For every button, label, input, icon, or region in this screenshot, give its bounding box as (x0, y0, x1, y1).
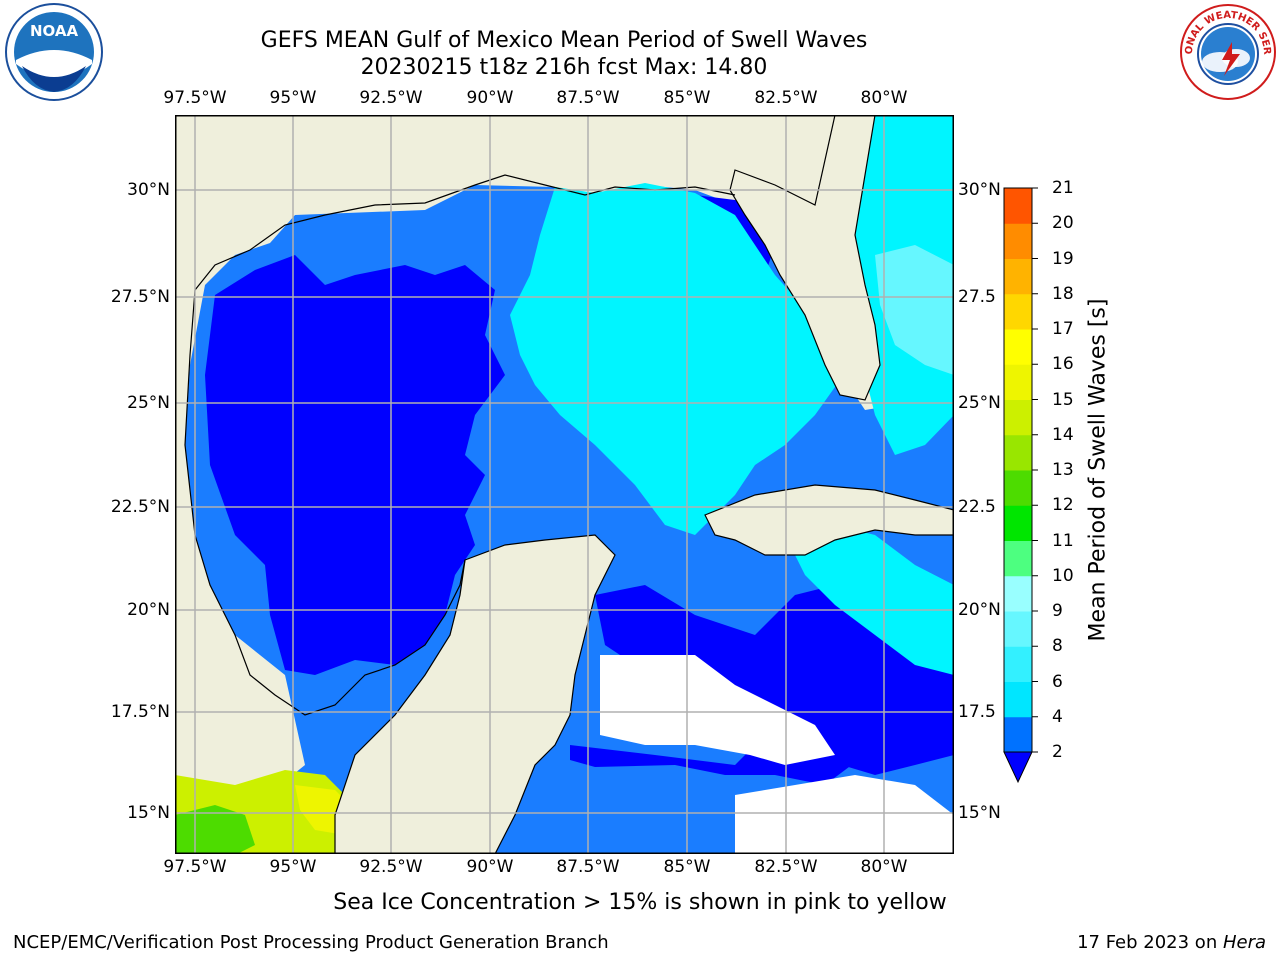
noaa-logo: NOAA (4, 2, 104, 102)
lon-tick-bottom: 82.5°W (754, 857, 818, 877)
lon-tick-top: 80°W (860, 88, 908, 108)
colorbar-tick: 12 (1052, 495, 1074, 516)
colorbar-segment (1004, 470, 1032, 506)
colorbar-segment (1004, 434, 1032, 471)
lat-tick-right: 27.5 (958, 287, 996, 307)
caribbean-water-cyan (785, 525, 954, 675)
colorbar-segment (1004, 188, 1032, 224)
colorbar-tick: 21 (1052, 178, 1074, 198)
no-data-patch-south (735, 775, 954, 854)
lon-tick-top: 90°W (466, 88, 514, 108)
colorbar-tick: 14 (1052, 424, 1074, 445)
lat-tick-right: 20°N (958, 600, 1001, 620)
map-svg (175, 115, 954, 854)
no-data-patch-caribbean (600, 655, 835, 765)
gulf-water-cyan-east (510, 183, 840, 535)
colorbar-under-arrow (1003, 751, 1033, 784)
lon-tick-bottom: 85°W (663, 857, 711, 877)
lat-tick-right: 25°N (958, 393, 1001, 413)
colorbar-tick: 2 (1052, 742, 1063, 762)
lat-tick-left: 17.5°N (110, 702, 170, 722)
sea-ice-note: Sea Ice Concentration > 15% is shown in … (333, 890, 947, 915)
colorbar-segment (1004, 293, 1032, 330)
lat-tick-left: 22.5°N (110, 497, 170, 517)
lat-tick-left: 30°N (127, 180, 170, 200)
lon-tick-top: 85°W (663, 88, 711, 108)
footer-host: Hera (1222, 932, 1266, 953)
colorbar-segment (1004, 681, 1032, 718)
colorbar-tick: 11 (1052, 530, 1074, 551)
lon-tick-bottom: 95°W (269, 857, 317, 877)
lat-tick-left: 15°N (127, 803, 170, 823)
colorbar-segment (1004, 611, 1032, 647)
footer-date: 17 Feb 2023 on Hera (1077, 932, 1266, 953)
colorbar-tick: 6 (1052, 671, 1063, 692)
colorbar-tick: 15 (1052, 389, 1074, 410)
colorbar-segment (1004, 540, 1032, 577)
map-frame (175, 115, 954, 854)
map-grid (175, 115, 954, 854)
gulf-water-dark-west (205, 255, 505, 675)
colorbar-segment (1004, 223, 1032, 259)
lon-tick-bottom: 90°W (466, 857, 514, 877)
lat-tick-right: 17.5 (958, 702, 996, 722)
colorbar-segment (1004, 364, 1032, 400)
colorbar-tick: 18 (1052, 283, 1074, 304)
colorbar-segment (1004, 716, 1032, 753)
colorbar-svg (1003, 187, 1038, 784)
colorbar-tick: 20 (1052, 213, 1074, 234)
colorbar (1000, 186, 1040, 786)
chart-subtitle: 20230215 t18z 216h fcst Max: 14.80 (360, 55, 768, 80)
lat-tick-right: 22.5 (958, 497, 996, 517)
yucatan-land (334, 534, 616, 854)
chart-title: GEFS MEAN Gulf of Mexico Mean Period of … (260, 28, 868, 53)
lon-tick-top: 87.5°W (556, 88, 620, 108)
lon-tick-top: 82.5°W (754, 88, 818, 108)
colorbar-tick: 9 (1052, 601, 1063, 621)
lat-tick-left: 20°N (127, 600, 170, 620)
lat-tick-left: 25°N (127, 393, 170, 413)
colorbar-tick: 10 (1052, 565, 1074, 586)
lon-tick-top: 92.5°W (359, 88, 423, 108)
footer-branch: NCEP/EMC/Verification Post Processing Pr… (13, 932, 609, 953)
noaa-logo-text: NOAA (30, 22, 79, 40)
colorbar-tick: 8 (1052, 636, 1063, 657)
lat-tick-right: 30°N (958, 180, 1001, 200)
colorbar-segment (1004, 329, 1032, 365)
nws-logo: NATIONAL WEATHER SERVICE (1174, 0, 1278, 102)
cuba-land (704, 484, 954, 556)
lon-tick-top: 95°W (269, 88, 317, 108)
colorbar-tick: 16 (1052, 354, 1074, 375)
gulf-water-dark-southeast (595, 585, 954, 775)
lon-tick-top: 97.5°W (163, 88, 227, 108)
colorbar-segment (1004, 258, 1032, 295)
us-gulf-coast (194, 174, 736, 291)
colorbar-tick: 4 (1052, 706, 1063, 727)
colorbar-tick: 13 (1052, 460, 1074, 480)
lat-tick-left: 27.5°N (110, 287, 170, 307)
colorbar-segment (1004, 646, 1032, 682)
atlantic-water-lightcyan (875, 245, 954, 375)
lon-tick-bottom: 80°W (860, 857, 908, 877)
lat-tick-right: 15°N (958, 803, 1001, 823)
colorbar-tick: 17 (1052, 319, 1074, 339)
colorbar-segment (1004, 505, 1032, 541)
colorbar-tick: 19 (1052, 248, 1074, 269)
colorbar-segment (1004, 399, 1032, 436)
colorbar-segment (1004, 575, 1032, 612)
colorbar-label: Mean Period of Swell Waves [s] (1085, 298, 1111, 642)
lon-tick-bottom: 87.5°W (556, 857, 620, 877)
map-panel (175, 115, 954, 854)
footer-date-text: 17 Feb 2023 on (1077, 932, 1223, 953)
lon-tick-bottom: 92.5°W (359, 857, 423, 877)
mexico-west-coast (184, 289, 466, 716)
florida-land (729, 115, 881, 401)
lon-tick-bottom: 97.5°W (163, 857, 227, 877)
